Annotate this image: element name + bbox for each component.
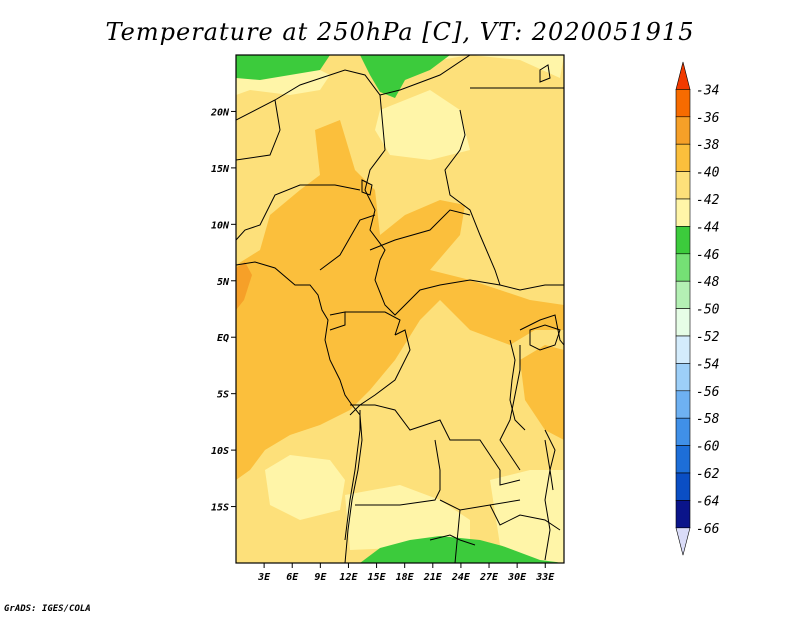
lon-tick-label: 33E xyxy=(535,572,555,583)
lon-tick-label: 30E xyxy=(507,572,527,583)
colorbar-segment xyxy=(675,116,691,145)
colorbar-label: -40 xyxy=(696,166,720,181)
lake-malawi xyxy=(544,429,556,491)
lat-tick-label: 5S xyxy=(217,390,229,401)
colorbar-segment xyxy=(675,280,691,309)
border-niger-chad xyxy=(364,94,386,261)
colorbar-label: -66 xyxy=(696,522,720,537)
border-car-drc xyxy=(374,259,564,316)
colorbar-label: -46 xyxy=(696,248,720,263)
colorbar: -34 -36 -38 -40 -42 -44 -46 -48 -50 -52 -54 -56 -58 -… xyxy=(675,61,720,556)
lat-tick-label: 10S xyxy=(211,446,229,457)
latitude-ticks: 20N 15N 10N 5N EQ 5S 10S 15S xyxy=(210,107,236,514)
colorbar-label: -42 xyxy=(696,193,720,208)
colorbar-segment xyxy=(675,253,691,282)
colorbar-label: -56 xyxy=(696,385,720,400)
border-chad-sudan xyxy=(444,109,501,286)
lon-tick-label: 21E xyxy=(423,572,443,583)
lon-tick-label: 12E xyxy=(339,572,358,583)
lon-tick-label: 3E xyxy=(257,572,271,583)
coastline xyxy=(236,64,561,563)
colorbar-segment xyxy=(675,198,691,227)
colorbar-label: -48 xyxy=(696,275,720,290)
border-cameroon-gabon xyxy=(345,311,401,336)
border-zimbabwe-moz xyxy=(489,504,561,531)
lat-tick-label: 10N xyxy=(211,220,230,231)
colorbar-label: -64 xyxy=(696,494,719,509)
border-uganda xyxy=(519,314,564,346)
colorbar-label: -58 xyxy=(696,412,720,427)
map-frame xyxy=(235,54,565,564)
border-mali-niger xyxy=(236,99,281,161)
lake-victoria xyxy=(529,324,561,351)
colorbar-label: -54 xyxy=(696,357,719,372)
grads-credit: GrADS: IGES/COLA xyxy=(4,604,91,614)
colorbar-segment xyxy=(675,226,691,255)
colorbar-bottom-arrow xyxy=(675,527,691,556)
colorbar-segment xyxy=(675,171,691,200)
border-burkina-nigeria xyxy=(236,184,361,241)
colorbar-label: -60 xyxy=(696,440,720,455)
border-south xyxy=(429,534,476,546)
border-nigeria-cameroon xyxy=(319,214,376,271)
colorbar-segment xyxy=(675,445,691,474)
lon-tick-label: 18E xyxy=(396,572,415,583)
border-angola-west xyxy=(344,410,361,541)
fill-minus44-to-minus46-north xyxy=(236,55,450,98)
colorbar-segment xyxy=(675,417,691,446)
coast-west xyxy=(236,261,363,563)
longitude-ticks: 3E 6E 9E 12E 15E 18E 21E 24E 27E 30E 33E xyxy=(257,563,555,583)
red-sea-coast xyxy=(539,64,551,83)
lake-chad xyxy=(361,179,373,196)
colorbar-label: -34 xyxy=(696,83,719,98)
lon-tick-label: 15E xyxy=(368,572,387,583)
colorbar-label: -52 xyxy=(696,330,720,345)
lat-tick-label: 20N xyxy=(210,107,230,118)
border-drc-east xyxy=(499,345,521,471)
fill-minus38-to-minus40-east xyxy=(520,345,564,440)
colorbar-segment xyxy=(675,335,691,364)
border-zambia-zimbabwe xyxy=(439,499,521,511)
colorbar-label: -62 xyxy=(696,467,720,482)
lat-tick-label: 15N xyxy=(211,164,230,175)
fill-minus42-to-minus44-ne xyxy=(370,55,564,160)
lat-tick-label: 5N xyxy=(217,277,230,288)
colorbar-segment xyxy=(675,500,691,529)
fill-minus42-to-minus44-south xyxy=(265,455,470,550)
fill-minus38-to-minus40 xyxy=(236,120,564,480)
lon-tick-label: 27E xyxy=(479,572,499,583)
lake-tanganyika xyxy=(509,339,526,431)
colorbar-label: -38 xyxy=(696,138,720,153)
fill-minus44-to-minus46-south xyxy=(360,536,560,563)
border-eq-guinea xyxy=(329,311,346,331)
fill-minus36-to-minus38 xyxy=(236,262,252,310)
lat-tick-label: 15S xyxy=(211,503,229,514)
colorbar-segment xyxy=(675,390,691,419)
border-chad-car xyxy=(369,209,471,251)
lat-tick-label: EQ xyxy=(217,333,229,344)
colorbar-label: -36 xyxy=(696,111,720,126)
lon-tick-label: 6E xyxy=(286,572,299,583)
map-title: Temperature at 250hPa [C], VT: 202005191… xyxy=(105,18,695,46)
lon-tick-label: 24E xyxy=(451,572,471,583)
colorbar-segment xyxy=(675,89,691,118)
border-malawi-moz xyxy=(544,439,551,561)
colorbar-label: -44 xyxy=(696,220,719,235)
country-borders xyxy=(236,55,564,563)
colorbar-segment xyxy=(675,472,691,501)
contour-fill xyxy=(236,55,564,563)
colorbar-label: -50 xyxy=(696,303,720,318)
colorbar-segment xyxy=(675,308,691,337)
border-angola-namibia xyxy=(355,439,441,506)
colorbar-segment xyxy=(675,143,691,172)
border-drc-angola xyxy=(350,404,521,486)
border-north xyxy=(236,55,471,121)
border-namibia-botswana xyxy=(454,509,461,563)
colorbar-top-arrow xyxy=(675,61,691,90)
lon-tick-label: 9E xyxy=(314,572,327,583)
colorbar-segment xyxy=(675,363,691,392)
